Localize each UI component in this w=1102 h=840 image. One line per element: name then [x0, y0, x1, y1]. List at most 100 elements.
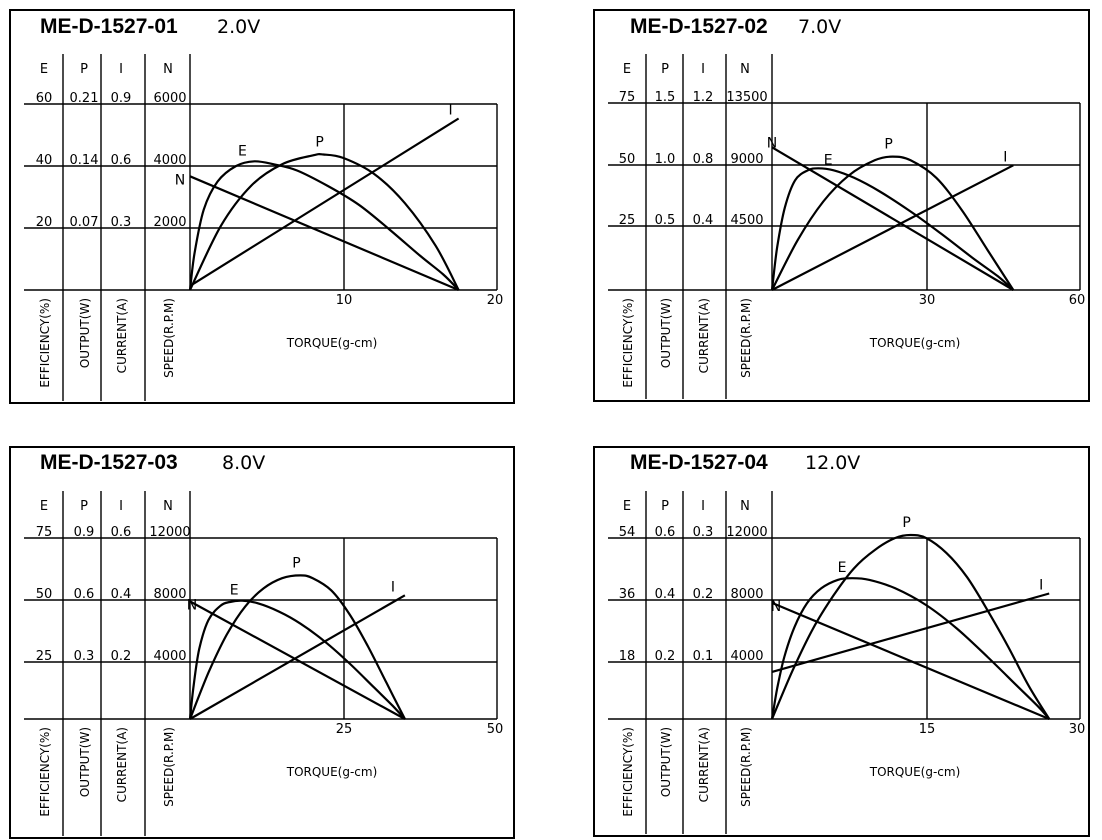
scale-value-e: 60	[36, 91, 53, 106]
series-n-curve	[189, 600, 406, 720]
column-header-p: P	[661, 499, 669, 514]
scale-value-p: 1.5	[655, 90, 676, 105]
scale-value-n: 4000	[730, 649, 763, 664]
curve-label-i: I	[1003, 149, 1007, 165]
scale-value-p: 0.5	[655, 213, 676, 228]
series-e-curve	[188, 160, 460, 291]
curve-label-e: E	[230, 583, 239, 599]
axis-label-efficiency: EFFICIENCY(%)	[621, 298, 635, 388]
series-e-curve	[188, 599, 406, 720]
series-e-curve	[770, 577, 1051, 720]
scale-value-n: 8000	[730, 587, 763, 602]
series-i-curve	[189, 117, 460, 287]
column-header-i: I	[119, 499, 123, 514]
scale-value-n: 2000	[153, 215, 186, 230]
scale-value-e: 50	[619, 152, 636, 167]
curve-label-e: E	[824, 152, 833, 168]
scale-value-e: 54	[619, 525, 636, 540]
series-p-curve	[188, 574, 406, 720]
scale-value-i: 0.2	[693, 587, 714, 602]
panel-voltage: 12.0V	[805, 452, 860, 474]
chart-panel-2: ME-D-1527-02 7.0V E P I N 75 1.5 1.2 13500 50 1.0 0.…	[593, 9, 1090, 402]
x-tick-label: 20	[487, 293, 504, 308]
scale-value-p: 0.6	[74, 587, 95, 602]
x-axis-label: TORQUE(g-cm)	[286, 336, 378, 350]
scale-value-n: 4000	[153, 153, 186, 168]
scale-value-p: 0.6	[655, 525, 676, 540]
axis-label-output: OUTPUT(W)	[78, 298, 92, 368]
scale-value-e: 20	[36, 215, 53, 230]
column-header-p: P	[80, 62, 88, 77]
curve-label-n: N	[767, 135, 777, 151]
series-i-curve	[771, 592, 1050, 673]
scale-value-n: 9000	[730, 152, 763, 167]
axis-label-speed: SPEED(R.P.M)	[739, 298, 753, 378]
scale-value-e: 75	[36, 525, 53, 540]
panel-frame	[9, 9, 515, 404]
axis-label-speed: SPEED(R.P.M)	[162, 727, 176, 807]
column-header-i: I	[701, 62, 705, 77]
x-tick-label: 25	[336, 722, 353, 737]
scale-value-i: 0.8	[693, 152, 714, 167]
x-tick-label: 10	[336, 293, 353, 308]
scale-value-i: 0.6	[111, 153, 132, 168]
scale-value-e: 50	[36, 587, 53, 602]
panel-model-title: ME-D-1527-03	[40, 451, 178, 474]
x-tick-label: 60	[1069, 293, 1086, 308]
x-tick-label: 30	[1069, 722, 1086, 737]
scale-value-i: 0.6	[111, 525, 132, 540]
x-tick-label: 50	[487, 722, 504, 737]
curve-label-p: P	[292, 555, 300, 571]
series-p-curve	[771, 155, 1015, 291]
scale-value-n: 12000	[149, 525, 190, 540]
scale-value-p: 0.14	[70, 153, 99, 168]
series-n-curve	[189, 175, 460, 292]
curve-label-n: N	[175, 172, 185, 188]
panel-voltage: 8.0V	[222, 452, 265, 474]
column-header-n: N	[740, 62, 750, 77]
scale-value-i: 0.4	[111, 587, 132, 602]
panel-frame	[593, 446, 1090, 837]
scale-value-e: 18	[619, 649, 636, 664]
series-i-curve	[771, 164, 1014, 291]
scale-value-p: 0.07	[70, 215, 99, 230]
axis-label-efficiency: EFFICIENCY(%)	[38, 727, 52, 817]
series-e-curve	[770, 167, 1015, 291]
panel-frame	[9, 446, 515, 839]
column-header-e: E	[623, 62, 631, 77]
scale-value-p: 0.9	[74, 525, 95, 540]
scale-value-e: 75	[619, 90, 636, 105]
x-axis-label: TORQUE(g-cm)	[869, 765, 961, 779]
axis-label-output: OUTPUT(W)	[78, 727, 92, 797]
panel-voltage: 7.0V	[798, 16, 841, 38]
scale-value-i: 1.2	[693, 90, 714, 105]
column-header-p: P	[661, 62, 669, 77]
scale-value-n: 4500	[730, 213, 763, 228]
curve-label-n: N	[771, 599, 781, 615]
column-header-i: I	[701, 499, 705, 514]
panel-model-title: ME-D-1527-04	[630, 451, 768, 474]
column-header-n: N	[740, 499, 750, 514]
scale-value-e: 40	[36, 153, 53, 168]
curve-label-i: I	[1039, 578, 1043, 594]
column-header-n: N	[163, 62, 173, 77]
scale-value-p: 0.4	[655, 587, 676, 602]
curve-label-i: I	[449, 102, 453, 118]
chart-panel-3: ME-D-1527-03 8.0V E P I N 75 0.9 0.6 12000 50 0.6 0.…	[9, 446, 515, 839]
scale-value-n: 4000	[153, 649, 186, 664]
curve-label-p: P	[902, 515, 910, 531]
x-axis-label: TORQUE(g-cm)	[286, 765, 378, 779]
axis-label-current: CURRENT(A)	[115, 727, 129, 802]
scale-value-e: 36	[619, 587, 636, 602]
panel-model-title: ME-D-1527-02	[630, 15, 768, 38]
curve-label-i: I	[391, 579, 395, 595]
panel-frame	[593, 9, 1090, 402]
axis-label-speed: SPEED(R.P.M)	[162, 298, 176, 378]
column-header-n: N	[163, 499, 173, 514]
scale-value-e: 25	[36, 649, 53, 664]
scale-value-p: 0.3	[74, 649, 95, 664]
axis-label-output: OUTPUT(W)	[659, 727, 673, 797]
scale-value-p: 0.2	[655, 649, 676, 664]
scale-value-i: 0.2	[111, 649, 132, 664]
